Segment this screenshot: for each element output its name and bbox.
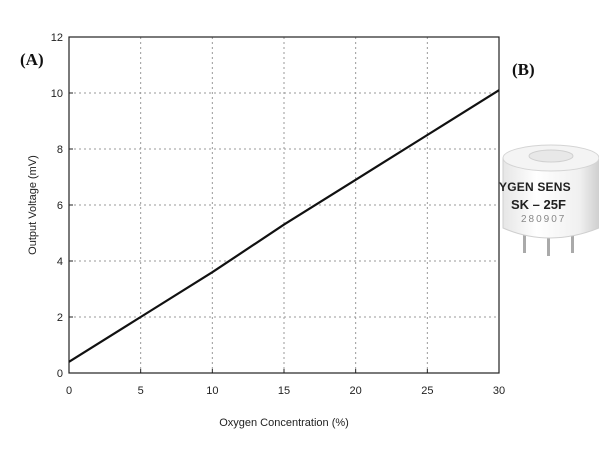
series-line	[68, 89, 500, 363]
sensor-pin	[571, 235, 574, 253]
y-tick-label: 12	[51, 32, 63, 44]
sensor-label-line1: YGEN SENS	[499, 180, 571, 194]
x-tick-label: 5	[138, 385, 144, 397]
y-tick-label: 10	[51, 88, 63, 100]
sensor-illustration	[502, 144, 599, 256]
x-tick-label: 0	[66, 385, 72, 397]
sensor-pin	[547, 238, 550, 256]
sensor-model-label: SK – 25F	[511, 197, 566, 212]
y-tick-label: 4	[57, 256, 63, 268]
y-axis-title: Output Voltage (mV)	[27, 155, 39, 255]
x-tick-label: 10	[206, 385, 218, 397]
y-tick-label: 2	[57, 312, 63, 324]
y-tick-label: 0	[57, 368, 63, 380]
sensor-pin	[523, 235, 526, 253]
panel-label-b: (B)	[512, 60, 535, 79]
x-tick-label: 25	[421, 385, 433, 397]
x-tick-label: 20	[350, 385, 362, 397]
x-axis-title: Oxygen Concentration (%)	[219, 417, 349, 429]
x-tick-label: 30	[493, 385, 505, 397]
sensor-top-inner	[528, 149, 574, 163]
x-tick-label: 15	[278, 385, 290, 397]
y-tick-label: 8	[57, 144, 63, 156]
y-tick-label: 6	[57, 200, 63, 212]
sensor-serial-label: 280907	[521, 214, 567, 225]
chart-axes: 0 5 10 15 20 25 30 0 2 4 6 8 10 12	[51, 32, 505, 397]
chart-grid	[69, 37, 499, 373]
oxygen-sensor-photo: YGEN SENS SK – 25F 280907	[497, 140, 599, 260]
panel-label-a: (A)	[20, 50, 44, 69]
chart-series	[68, 89, 500, 363]
